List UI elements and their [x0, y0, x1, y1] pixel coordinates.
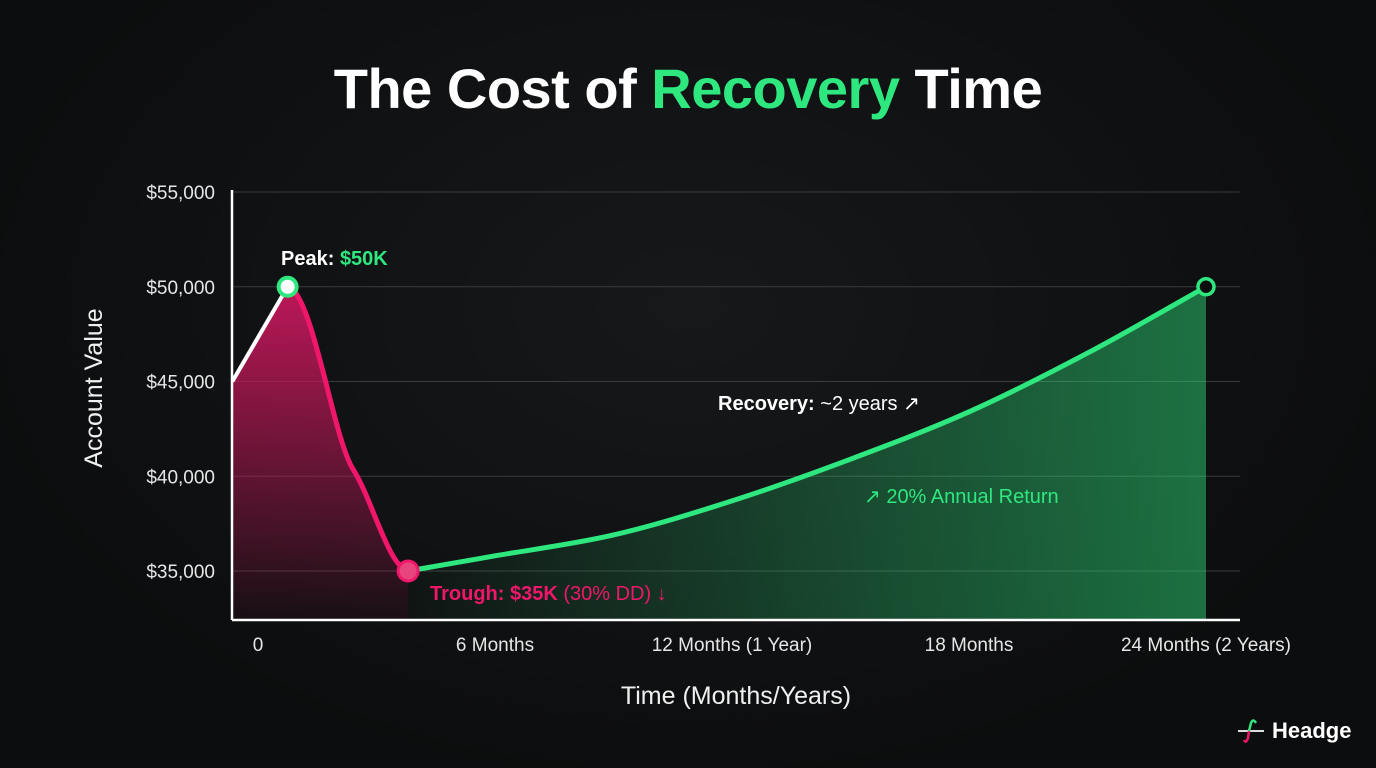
recovery-area — [408, 286, 1207, 620]
x-tick-label: 24 Months (2 Years) — [1121, 635, 1291, 656]
drawdown-line — [286, 284, 410, 574]
x-axis-label: Time (Months/Years) — [621, 682, 851, 710]
annual-return-annotation: ↗ 20% Annual Return — [864, 486, 1059, 508]
recovery-line — [407, 284, 1208, 574]
trough-marker — [396, 559, 420, 583]
peak-marker — [276, 275, 299, 298]
recovery-annotation: Recovery: ~2 years ↗ — [718, 393, 920, 415]
brand-name: Headge — [1272, 718, 1352, 743]
drawdown-area — [232, 286, 409, 620]
y-tick-label: $45,000 — [146, 373, 215, 394]
x-tick-label: 12 Months (1 Year) — [652, 635, 813, 656]
x-tick-label: 6 Months — [456, 635, 534, 656]
trough-annotation: Trough: $35K (30% DD) ↓ — [430, 583, 667, 605]
pre-peak-line — [230, 285, 290, 383]
title-part-2: Time — [899, 57, 1043, 120]
peak-annotation: Peak: $50K — [281, 248, 388, 270]
chart-title: The Cost of Recovery Time — [0, 56, 1376, 121]
headge-logo-icon — [1238, 719, 1264, 743]
title-accent: Recovery — [651, 57, 900, 120]
y-tick-label: $40,000 — [146, 467, 215, 488]
x-tick-label: 0 — [253, 635, 264, 656]
y-tick-label: $35,000 — [146, 562, 215, 583]
recovered-marker — [1196, 277, 1216, 297]
x-tick-label: 18 Months — [925, 635, 1014, 656]
y-tick-label: $50,000 — [146, 278, 215, 299]
y-tick-label: $55,000 — [146, 183, 215, 204]
y-axis-label: Account Value — [80, 308, 108, 467]
title-part-1: The Cost of — [333, 57, 652, 120]
brand-logo: Headge — [1236, 716, 1351, 746]
